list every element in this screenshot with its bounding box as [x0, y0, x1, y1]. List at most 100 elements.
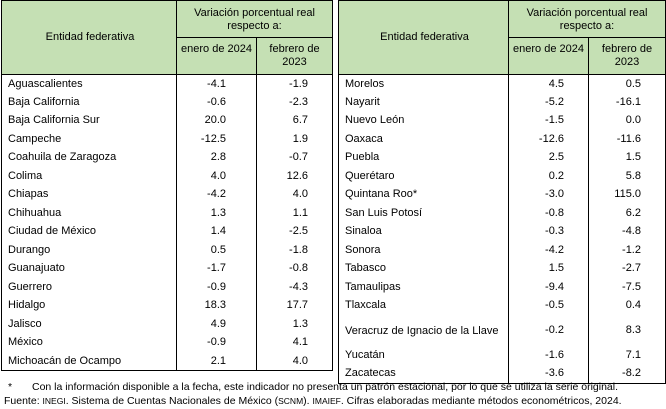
- value-feb: -1.2: [588, 241, 666, 260]
- value-feb: 6.2: [588, 204, 666, 223]
- table-row: Sonora -4.2 -1.2: [338, 241, 666, 260]
- value-feb: -8.2: [588, 364, 666, 384]
- value-jan: -1.7: [176, 259, 257, 278]
- state-name: Morelos: [338, 74, 509, 93]
- table-row: Tamaulipas -9.4 -7.5: [338, 278, 666, 297]
- table-row: Tlaxcala -0.5 0.4: [338, 296, 666, 315]
- table-row: Tabasco 1.5 -2.7: [338, 259, 666, 278]
- state-name: Hidalgo: [1, 296, 177, 315]
- value-jan: 2.1: [176, 352, 257, 371]
- state-name: Tabasco: [338, 259, 509, 278]
- col-feb-header: febrero de 2023: [588, 37, 666, 75]
- value-feb: -0.8: [256, 259, 333, 278]
- table-row: Chihuahua 1.3 1.1: [1, 204, 333, 223]
- value-feb: -1.8: [256, 241, 333, 260]
- table-row: Morelos 4.5 0.5: [338, 74, 666, 93]
- value-feb: 1.1: [256, 204, 333, 223]
- value-jan: -5.2: [508, 93, 589, 112]
- table-row: Baja California -0.6 -2.3: [1, 93, 333, 112]
- value-jan: -1.5: [508, 111, 589, 130]
- table-row: Durango 0.5 -1.8: [1, 241, 333, 260]
- table-row: Chiapas -4.2 4.0: [1, 185, 333, 204]
- value-jan: 4.9: [176, 315, 257, 334]
- state-name: Coahuila de Zaragoza: [1, 148, 177, 167]
- table-row: Puebla 2.5 1.5: [338, 148, 666, 167]
- table-row: Yucatán -1.6 7.1: [338, 346, 666, 365]
- value-jan: -0.8: [508, 204, 589, 223]
- value-feb: 115.0: [588, 185, 666, 204]
- value-feb: -2.7: [588, 259, 666, 278]
- footnote-asterisk: * Con la información disponible a la fech…: [8, 381, 619, 393]
- value-jan: 0.5: [176, 241, 257, 260]
- state-name: Sinaloa: [338, 222, 509, 241]
- value-jan: 2.5: [508, 148, 589, 167]
- value-feb: 12.6: [256, 167, 333, 186]
- value-feb: 4.0: [256, 352, 333, 371]
- right-table: Entidad federativa Variación porcentual …: [338, 0, 666, 384]
- value-jan: -0.9: [176, 333, 257, 352]
- table-row: Guanajuato -1.7 -0.8: [1, 259, 333, 278]
- value-jan: 2.8: [176, 148, 257, 167]
- entity-header: Entidad federativa: [338, 0, 509, 75]
- col-jan-header: enero de 2024: [508, 37, 589, 75]
- state-name: Ciudad de México: [1, 222, 177, 241]
- col-feb-header: febrero de 2023: [256, 37, 333, 75]
- table-row: Campeche -12.5 1.9: [1, 130, 333, 149]
- table-row: Querétaro 0.2 5.8: [338, 167, 666, 186]
- value-jan: -12.5: [176, 130, 257, 149]
- state-name: Nuevo León: [338, 111, 509, 130]
- state-name: Veracruz de Ignacio de la Llave: [338, 315, 509, 346]
- state-name: Puebla: [338, 148, 509, 167]
- state-name: Quintana Roo*: [338, 185, 509, 204]
- table-row: Baja California Sur 20.0 6.7: [1, 111, 333, 130]
- table-row: Nayarit -5.2 -16.1: [338, 93, 666, 112]
- state-name: Tamaulipas: [338, 278, 509, 297]
- table-row: Nuevo León -1.5 0.0: [338, 111, 666, 130]
- state-name: San Luis Potosí: [338, 204, 509, 223]
- state-name: Guanajuato: [1, 259, 177, 278]
- left-table: Entidad federativa Variación porcentual …: [1, 0, 333, 371]
- state-name: Guerrero: [1, 278, 177, 297]
- footnote-source: Fuente: INEGI. Sistema de Cuentas Nacion…: [4, 395, 622, 407]
- value-jan: -0.6: [176, 93, 257, 112]
- state-name: Chiapas: [1, 185, 177, 204]
- value-feb: 4.0: [256, 185, 333, 204]
- value-feb: 1.5: [588, 148, 666, 167]
- state-name: Jalisco: [1, 315, 177, 334]
- table-row: Oaxaca -12.6 -11.6: [338, 130, 666, 149]
- table-row: Quintana Roo* -3.0 115.0: [338, 185, 666, 204]
- state-name: Baja California: [1, 93, 177, 112]
- value-feb: -1.9: [256, 74, 333, 93]
- table-row: Ciudad de México 1.4 -2.5: [1, 222, 333, 241]
- table-row: San Luis Potosí -0.8 6.2: [338, 204, 666, 223]
- variation-header: Variación porcentual real respecto a:: [176, 0, 333, 38]
- state-name: Campeche: [1, 130, 177, 149]
- footnotes: * Con la información disponible a la fech…: [4, 380, 666, 408]
- state-name: Chihuahua: [1, 204, 177, 223]
- state-name: Nayarit: [338, 93, 509, 112]
- value-feb: 0.5: [588, 74, 666, 93]
- value-feb: -7.5: [588, 278, 666, 297]
- value-feb: 5.8: [588, 167, 666, 186]
- value-jan: 20.0: [176, 111, 257, 130]
- value-jan: 0.2: [508, 167, 589, 186]
- value-feb: 6.7: [256, 111, 333, 130]
- value-jan: -4.2: [508, 241, 589, 260]
- value-jan: -3.6: [508, 364, 589, 384]
- value-feb: -2.5: [256, 222, 333, 241]
- variation-header: Variación porcentual real respecto a:: [508, 0, 666, 38]
- state-name: Zacatecas: [338, 364, 509, 384]
- value-jan: 1.5: [508, 259, 589, 278]
- value-jan: -0.2: [508, 315, 589, 346]
- entity-header: Entidad federativa: [1, 0, 177, 75]
- value-jan: 1.3: [176, 204, 257, 223]
- value-feb: 17.7: [256, 296, 333, 315]
- table-row: Coahuila de Zaragoza 2.8 -0.7: [1, 148, 333, 167]
- value-feb: -2.3: [256, 93, 333, 112]
- state-name: Oaxaca: [338, 130, 509, 149]
- table-row: Michoacán de Ocampo 2.1 4.0: [1, 352, 333, 371]
- value-feb: 0.4: [588, 296, 666, 315]
- value-jan: -1.6: [508, 346, 589, 365]
- table-row: Colima 4.0 12.6: [1, 167, 333, 186]
